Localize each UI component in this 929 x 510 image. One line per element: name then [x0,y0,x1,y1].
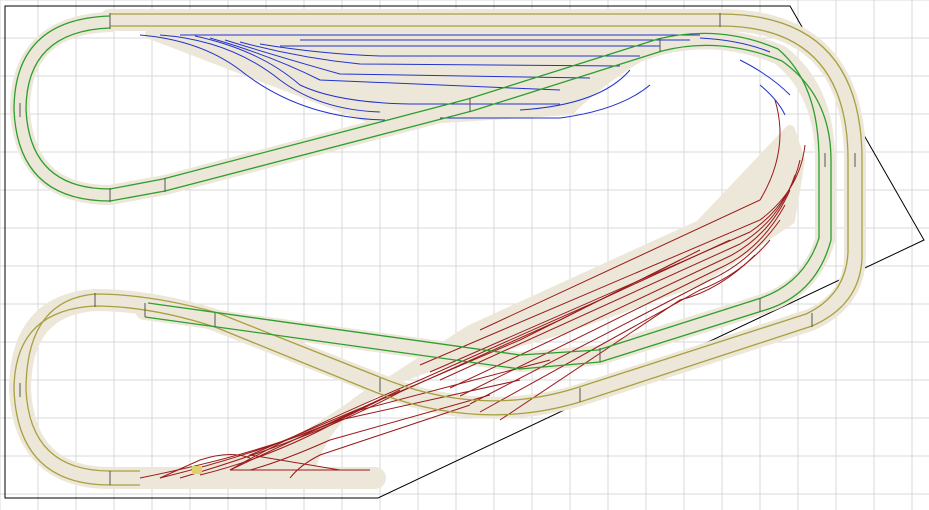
track-joint-markers [19,13,856,485]
lower-loop [13,13,863,486]
upper-yard [139,34,791,121]
upper-loop [13,15,832,370]
signal-marker [192,466,202,474]
